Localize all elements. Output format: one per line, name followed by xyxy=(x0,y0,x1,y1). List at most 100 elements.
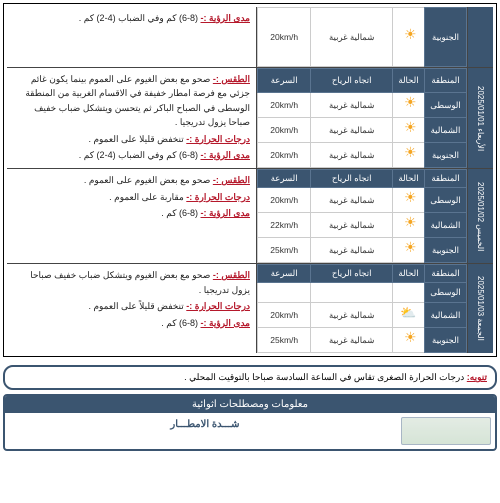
desc-text: (8-6) كم وفي الضباب (4-2) كم . xyxy=(79,150,201,160)
desc-label: الطقس :- xyxy=(213,175,250,185)
condition-cell xyxy=(393,328,425,353)
description-column: الطقس :- صحو مع بعض الغيوم على العموم بي… xyxy=(7,68,256,168)
description-column: مدى الرؤية :- (8-6) كم وفي الضباب (4-2) … xyxy=(7,7,256,67)
region-cell: الوسطى xyxy=(425,188,467,213)
col-region: المنطقة xyxy=(425,265,467,283)
date-column: الخميس 2025/01/02 xyxy=(467,169,493,263)
wind-dir-cell: شمالية غربية xyxy=(311,213,393,238)
desc-text: (8-6) كم . xyxy=(161,208,200,218)
footer-title: معلومات ومصطلحات اثوائية xyxy=(5,396,495,413)
sunny-icon xyxy=(401,331,417,347)
desc-label: مدى الرؤية :- xyxy=(201,13,250,23)
col-wind_dir: اتجاه الرياح xyxy=(311,69,393,93)
speed-cell xyxy=(258,283,311,303)
sunny-icon xyxy=(401,241,417,257)
desc-label: مدى الرؤية :- xyxy=(201,208,250,218)
forecast-table: الجنوبية شمالية غربية20km/h xyxy=(256,7,467,67)
desc-label: درجات الحرارة :- xyxy=(186,301,250,311)
note-label: تنويه: xyxy=(467,372,487,382)
sunny-icon xyxy=(401,96,417,112)
speed-cell: 20km/h xyxy=(258,143,311,168)
region-cell: الجنوبية xyxy=(425,143,467,168)
col-region: المنطقة xyxy=(425,69,467,93)
speed-cell: 20km/h xyxy=(258,188,311,213)
desc-label: مدى الرؤية :- xyxy=(201,318,250,328)
col-cond: الحالة xyxy=(393,265,425,283)
day-block: الخميس 2025/01/02المنطقةالحالةاتجاه الري… xyxy=(7,168,493,263)
desc-label: الطقس :- xyxy=(213,74,250,84)
day-block: الجمعة 2025/01/03المنطقةالحالةاتجاه الري… xyxy=(7,263,493,353)
region-cell: الجنوبية xyxy=(425,8,467,67)
sunny-icon xyxy=(401,191,417,207)
forecast-table: المنطقةالحالةاتجاه الرياحالسرعة الوسطىالش… xyxy=(256,264,467,353)
desc-text: مقاربة على العموم . xyxy=(109,192,186,202)
col-speed: السرعة xyxy=(258,170,311,188)
speed-cell: 22km/h xyxy=(258,213,311,238)
desc-label: درجات الحرارة :- xyxy=(186,134,250,144)
desc-label: درجات الحرارة :- xyxy=(186,192,250,202)
wind-dir-cell: شمالية غربية xyxy=(311,238,393,263)
desc-text: (8-6) كم . xyxy=(161,318,200,328)
region-cell: الشمالية xyxy=(425,303,467,328)
region-cell: الجنوبية xyxy=(425,238,467,263)
speed-cell: 20km/h xyxy=(258,8,311,67)
region-cell: الشمالية xyxy=(425,213,467,238)
desc-text: صحو مع بعض الغيوم على العموم . xyxy=(84,175,213,185)
sunny-icon xyxy=(401,121,417,137)
condition-cell xyxy=(393,143,425,168)
day-block: الأربعاء 2025/01/01المنطقةالحالةاتجاه ال… xyxy=(7,67,493,168)
sunny-icon xyxy=(401,146,417,162)
col-wind_dir: اتجاه الرياح xyxy=(311,170,393,188)
forecast-page: الجنوبيةشمالية غربية20km/hمدى الرؤية :- … xyxy=(3,3,497,357)
speed-cell: 25km/h xyxy=(258,328,311,353)
wind-dir-cell xyxy=(311,283,393,303)
partly-cloudy-icon xyxy=(401,306,417,322)
col-wind_dir: اتجاه الرياح xyxy=(311,265,393,283)
map-thumbnail xyxy=(401,417,491,445)
condition-cell xyxy=(393,93,425,118)
wind-dir-cell: شمالية غربية xyxy=(311,93,393,118)
forecast-table: المنطقةالحالةاتجاه الرياحالسرعة الوسطى شما… xyxy=(256,169,467,263)
desc-label: مدى الرؤية :- xyxy=(201,150,250,160)
wind-dir-cell: شمالية غربية xyxy=(311,118,393,143)
date-column: الجمعة 2025/01/03 xyxy=(467,264,493,353)
condition-cell xyxy=(393,8,425,67)
col-cond: الحالة xyxy=(393,170,425,188)
speed-cell: 20km/h xyxy=(258,93,311,118)
col-cond: الحالة xyxy=(393,69,425,93)
wind-dir-cell: شمالية غربية xyxy=(311,188,393,213)
day-block: الجنوبية شمالية غربية20km/hمدى الرؤية :- … xyxy=(7,7,493,67)
date-column: الأربعاء 2025/01/01 xyxy=(467,68,493,168)
condition-cell xyxy=(393,213,425,238)
speed-cell: 20km/h xyxy=(258,303,311,328)
sunny-icon xyxy=(401,28,417,44)
description-column: الطقس :- صحو مع بعض الغيوم ويتشكل ضباب خ… xyxy=(7,264,256,353)
condition-cell xyxy=(393,118,425,143)
sunny-icon xyxy=(401,216,417,232)
condition-cell xyxy=(393,238,425,263)
footer-box: معلومات ومصطلحات اثوائية شـــدة الامطـــ… xyxy=(3,394,497,451)
desc-text: تنخفض قليلاً على العموم . xyxy=(88,301,186,311)
wind-dir-cell: شمالية غربية xyxy=(311,143,393,168)
note-box: تنويه: درجات الحرارة الصغرى تقاس في السا… xyxy=(3,365,497,390)
region-cell: الشمالية xyxy=(425,118,467,143)
col-speed: السرعة xyxy=(258,69,311,93)
speed-cell: 25km/h xyxy=(258,238,311,263)
speed-cell: 20km/h xyxy=(258,118,311,143)
wind-dir-cell: شمالية غربية xyxy=(311,8,393,67)
col-region: المنطقة xyxy=(425,170,467,188)
desc-text: (8-6) كم وفي الضباب (4-2) كم . xyxy=(79,13,201,23)
col-speed: السرعة xyxy=(258,265,311,283)
condition-cell xyxy=(393,283,425,303)
desc-text: تنخفض قليلا على العموم . xyxy=(88,134,186,144)
condition-cell xyxy=(393,188,425,213)
note-text: درجات الحرارة الصغرى تقاس في الساعة السا… xyxy=(184,372,464,382)
region-cell: الوسطى xyxy=(425,283,467,303)
date-column xyxy=(467,7,493,67)
description-column: الطقس :- صحو مع بعض الغيوم على العموم . د… xyxy=(7,169,256,263)
wind-dir-cell: شمالية غربية xyxy=(311,328,393,353)
desc-label: الطقس :- xyxy=(213,270,250,280)
region-cell: الجنوبية xyxy=(425,328,467,353)
rain-intensity-label: شـــدة الامطـــار xyxy=(9,417,401,445)
region-cell: الوسطى xyxy=(425,93,467,118)
